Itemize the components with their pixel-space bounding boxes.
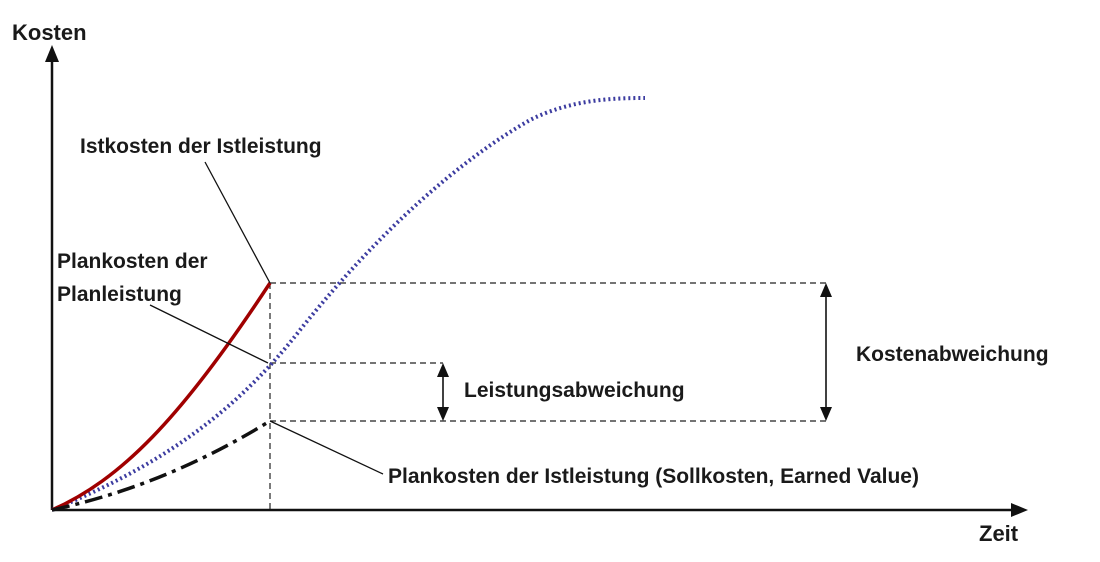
leistungsabweichung-arrow [437,363,449,421]
label-plankosten-plan-2: Planleistung [57,283,182,306]
istkosten-istleistung-curve [51,282,272,512]
plankosten-planleistung-curve [51,96,646,512]
x-axis-arrow [1011,503,1028,517]
kostenabweichung-arrow [820,283,832,421]
plankosten-plan-leader [149,304,269,364]
earned-value-curve [51,419,271,512]
reference-lines [269,282,828,510]
leader-lines [149,161,384,475]
y-axis-label: Kosten [12,20,87,45]
axes [45,45,1028,517]
label-kostenabweichung: Kostenabweichung [856,343,1049,366]
y-axis-arrow [45,45,59,62]
label-istkosten: Istkosten der Istleistung [80,135,322,158]
label-earned-value: Plankosten der Istleistung (Sollkosten, … [388,465,919,488]
x-axis-label: Zeit [979,521,1019,546]
label-leistungsabweichung: Leistungsabweichung [464,379,685,402]
label-plankosten-plan-1: Plankosten der [57,250,208,273]
earned-value-leader [269,420,384,475]
istkosten-leader [204,161,271,284]
